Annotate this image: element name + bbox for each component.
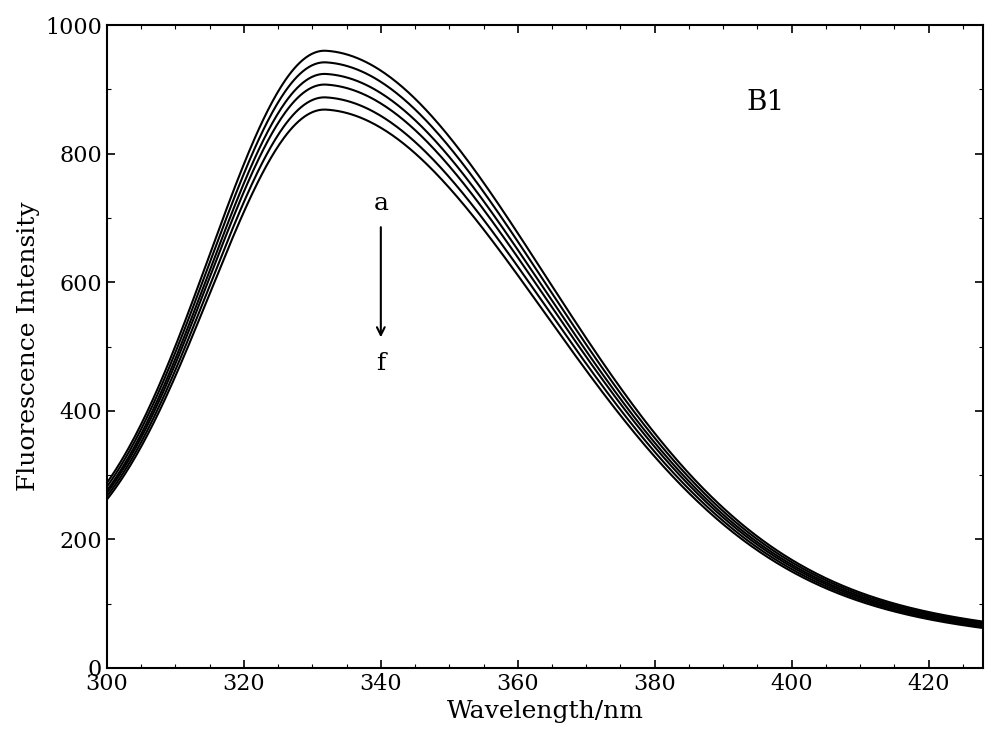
Text: f: f bbox=[376, 352, 385, 374]
Y-axis label: Fluorescence Intensity: Fluorescence Intensity bbox=[17, 202, 40, 491]
Text: B1: B1 bbox=[747, 90, 785, 116]
X-axis label: Wavelength/nm: Wavelength/nm bbox=[447, 700, 644, 723]
Text: a: a bbox=[373, 192, 388, 215]
